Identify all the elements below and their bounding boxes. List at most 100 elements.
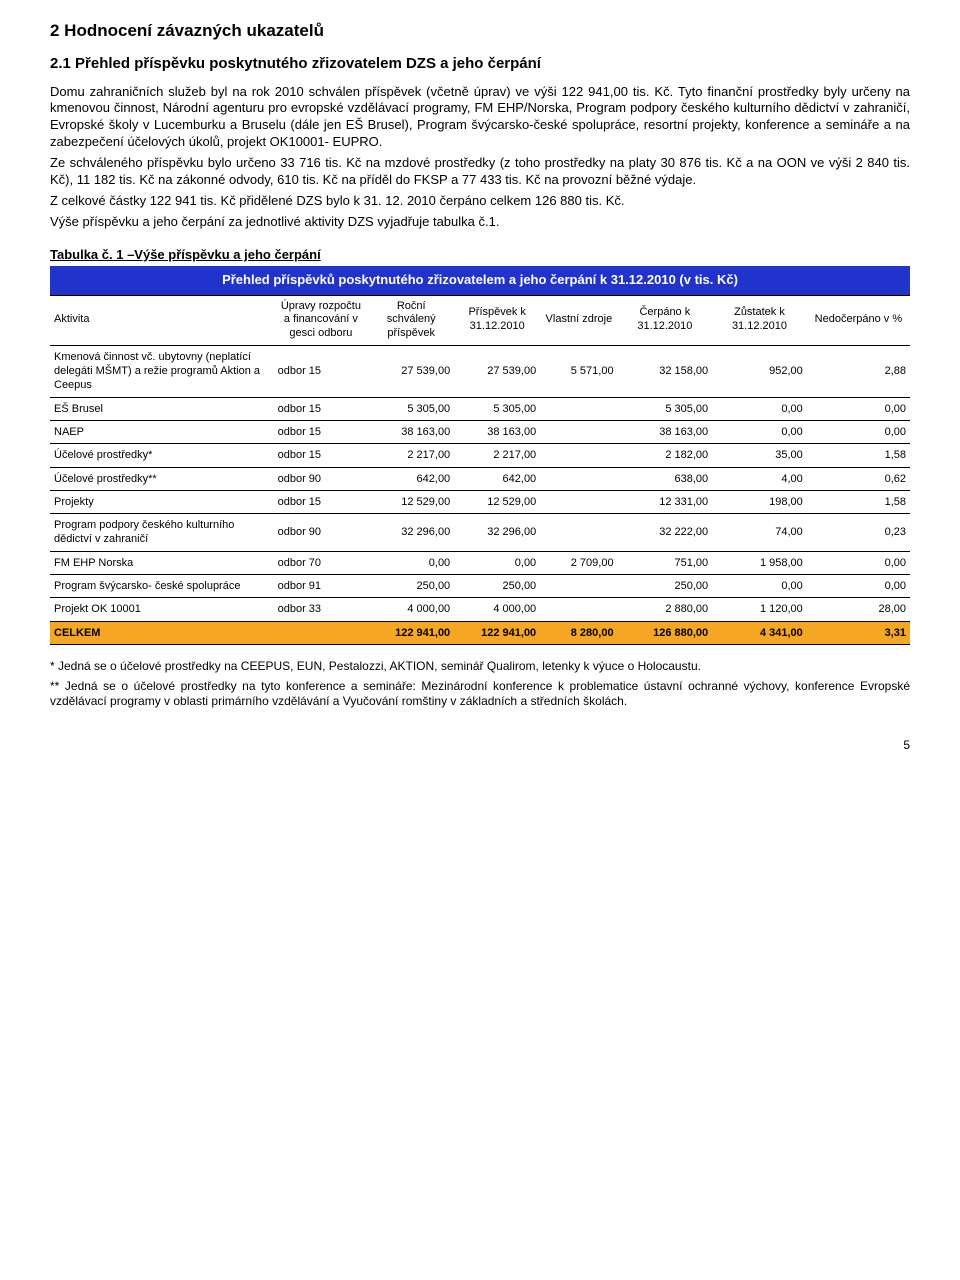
row-value: 250,00 [454, 575, 540, 598]
row-value: 5 305,00 [454, 397, 540, 420]
row-label: Program podpory českého kulturního dědic… [50, 514, 274, 552]
footnote: * Jedná se o účelové prostředky na CEEPU… [50, 659, 910, 675]
col-header: Vlastní zdroje [540, 295, 617, 345]
row-value [540, 575, 617, 598]
row-value: 1,58 [807, 444, 910, 467]
table-row: Program podpory českého kulturního dědic… [50, 514, 910, 552]
section-heading: 2 Hodnocení závazných ukazatelů [50, 20, 910, 42]
row-value: 5 305,00 [368, 397, 454, 420]
row-value: 1 120,00 [712, 598, 807, 621]
row-value [540, 598, 617, 621]
row-value: 250,00 [368, 575, 454, 598]
row-value: 198,00 [712, 490, 807, 513]
row-value: 4 000,00 [454, 598, 540, 621]
col-header: Aktivita [50, 295, 274, 345]
row-odbor: odbor 15 [274, 345, 369, 397]
table-row: Kmenová činnost vč. ubytovny (neplatící … [50, 345, 910, 397]
table-header-row: Aktivita Úpravy rozpočtu a financování v… [50, 295, 910, 345]
row-value: 38 163,00 [454, 420, 540, 443]
row-label: Projekty [50, 490, 274, 513]
table-title-row: Přehled příspěvků poskytnutého zřizovate… [50, 266, 910, 295]
row-value: 2 709,00 [540, 551, 617, 574]
row-value [540, 514, 617, 552]
row-value: 12 529,00 [454, 490, 540, 513]
row-value: 38 163,00 [618, 420, 713, 443]
row-label: Program švýcarsko- české spolupráce [50, 575, 274, 598]
paragraph: Výše příspěvku a jeho čerpání za jednotl… [50, 214, 910, 231]
row-value [540, 420, 617, 443]
row-value: 4,00 [712, 467, 807, 490]
contributions-table: Přehled příspěvků poskytnutého zřizovate… [50, 266, 910, 645]
row-value: 32 296,00 [368, 514, 454, 552]
page-number: 5 [50, 738, 910, 754]
row-value: 0,62 [807, 467, 910, 490]
col-header: Nedočerpáno v % [807, 295, 910, 345]
row-value: 28,00 [807, 598, 910, 621]
sum-value: 122 941,00 [454, 621, 540, 644]
col-header: Úpravy rozpočtu a financování v gesci od… [274, 295, 369, 345]
sum-value: 3,31 [807, 621, 910, 644]
row-value: 952,00 [712, 345, 807, 397]
row-value: 2 217,00 [368, 444, 454, 467]
row-odbor: odbor 90 [274, 467, 369, 490]
row-odbor: odbor 33 [274, 598, 369, 621]
paragraph: Ze schváleného příspěvku bylo určeno 33 … [50, 155, 910, 189]
table-row: Projektyodbor 1512 529,0012 529,0012 331… [50, 490, 910, 513]
row-value: 0,00 [712, 575, 807, 598]
row-value: 0,00 [712, 397, 807, 420]
row-value [540, 490, 617, 513]
row-value: 27 539,00 [454, 345, 540, 397]
row-value: 5 571,00 [540, 345, 617, 397]
row-value: 1 958,00 [712, 551, 807, 574]
row-value: 0,00 [454, 551, 540, 574]
row-value: 32 222,00 [618, 514, 713, 552]
row-label: Kmenová činnost vč. ubytovny (neplatící … [50, 345, 274, 397]
table-row: EŠ Bruselodbor 155 305,005 305,005 305,0… [50, 397, 910, 420]
table-title: Přehled příspěvků poskytnutého zřizovate… [50, 266, 910, 295]
footnote: ** Jedná se o účelové prostředky na tyto… [50, 679, 910, 710]
col-header: Roční schválený příspěvek [368, 295, 454, 345]
row-value: 0,00 [807, 575, 910, 598]
sum-blank [274, 621, 369, 644]
table-row: Projekt OK 10001odbor 334 000,004 000,00… [50, 598, 910, 621]
row-odbor: odbor 70 [274, 551, 369, 574]
table-caption: Tabulka č. 1 –Výše příspěvku a jeho čerp… [50, 247, 910, 264]
row-value: 751,00 [618, 551, 713, 574]
col-header: Zůstatek k 31.12.2010 [712, 295, 807, 345]
row-value: 2 182,00 [618, 444, 713, 467]
subsection-heading: 2.1 Přehled příspěvku poskytnutého zřizo… [50, 54, 910, 74]
row-value: 0,00 [368, 551, 454, 574]
row-value: 32 296,00 [454, 514, 540, 552]
row-odbor: odbor 90 [274, 514, 369, 552]
row-value: 1,58 [807, 490, 910, 513]
row-value: 32 158,00 [618, 345, 713, 397]
table-row: Účelové prostředky*odbor 152 217,002 217… [50, 444, 910, 467]
sum-value: 4 341,00 [712, 621, 807, 644]
row-odbor: odbor 15 [274, 420, 369, 443]
row-label: NAEP [50, 420, 274, 443]
table-row: Program švýcarsko- české spolupráceodbor… [50, 575, 910, 598]
col-header: Čerpáno k 31.12.2010 [618, 295, 713, 345]
paragraph: Z celkové částky 122 941 tis. Kč přiděle… [50, 193, 910, 210]
row-value [540, 444, 617, 467]
row-value: 5 305,00 [618, 397, 713, 420]
row-odbor: odbor 15 [274, 490, 369, 513]
row-value: 2 217,00 [454, 444, 540, 467]
row-value: 35,00 [712, 444, 807, 467]
row-value: 0,23 [807, 514, 910, 552]
row-odbor: odbor 91 [274, 575, 369, 598]
row-value: 0,00 [807, 397, 910, 420]
row-value: 642,00 [368, 467, 454, 490]
row-value: 12 529,00 [368, 490, 454, 513]
row-label: Účelové prostředky** [50, 467, 274, 490]
table-row: FM EHP Norskaodbor 700,000,002 709,00751… [50, 551, 910, 574]
row-value: 12 331,00 [618, 490, 713, 513]
row-value: 2,88 [807, 345, 910, 397]
row-value [540, 397, 617, 420]
row-value: 0,00 [807, 420, 910, 443]
row-value: 27 539,00 [368, 345, 454, 397]
row-label: Projekt OK 10001 [50, 598, 274, 621]
row-value: 74,00 [712, 514, 807, 552]
sum-value: 122 941,00 [368, 621, 454, 644]
sum-label: CELKEM [50, 621, 274, 644]
